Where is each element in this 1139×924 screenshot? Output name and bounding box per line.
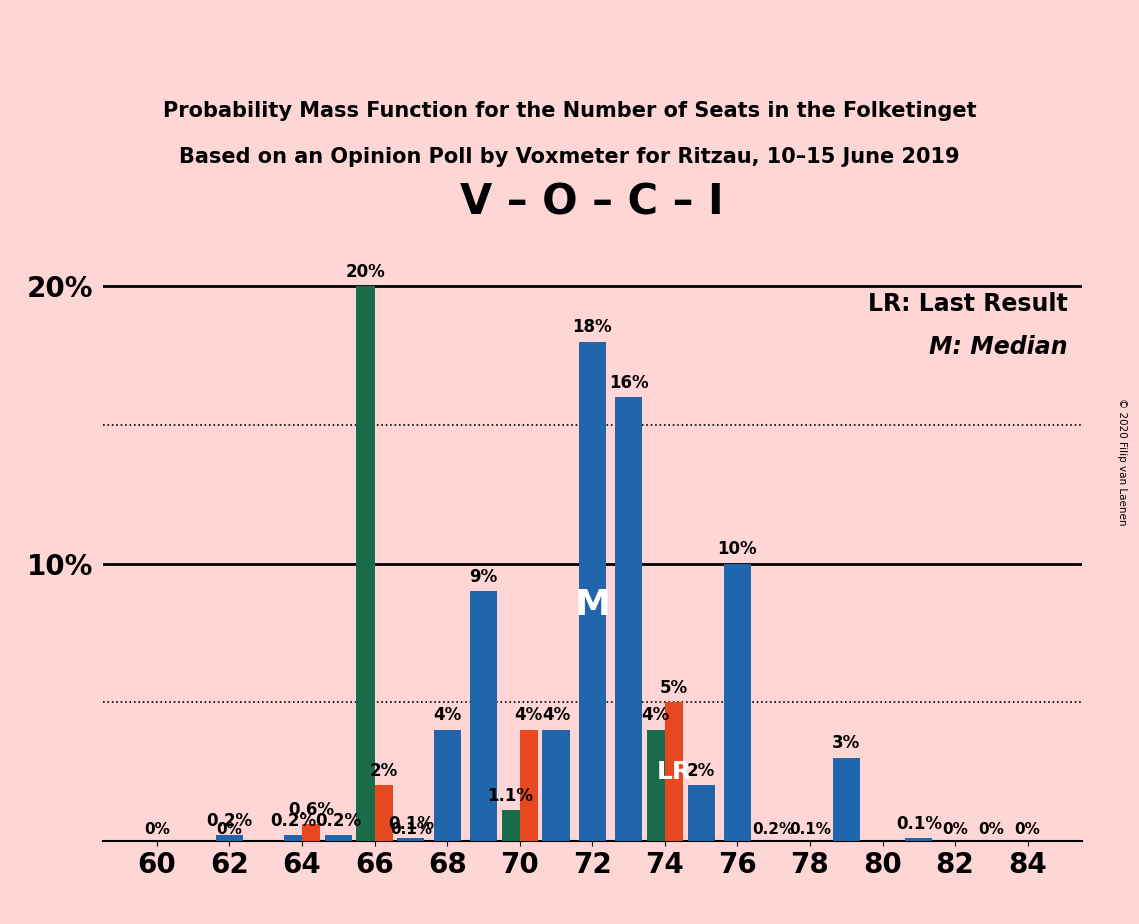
Text: 0.2%: 0.2% <box>753 821 795 837</box>
Bar <box>325 835 352 841</box>
Text: M: M <box>574 589 611 622</box>
Text: 3%: 3% <box>833 735 860 752</box>
Text: 4%: 4% <box>542 707 571 724</box>
Bar <box>375 785 393 841</box>
Bar <box>357 286 375 841</box>
Text: 4%: 4% <box>515 707 543 724</box>
Bar <box>398 838 425 841</box>
Text: 0.2%: 0.2% <box>206 812 253 830</box>
Bar <box>688 785 714 841</box>
Text: 0.1%: 0.1% <box>895 815 942 833</box>
Bar <box>501 810 519 841</box>
Text: 2%: 2% <box>687 762 715 780</box>
Text: 16%: 16% <box>608 374 648 392</box>
Bar <box>216 835 243 841</box>
Bar <box>519 730 538 841</box>
Bar <box>833 758 860 841</box>
Text: Probability Mass Function for the Number of Seats in the Folketinget: Probability Mass Function for the Number… <box>163 101 976 121</box>
Text: 0%: 0% <box>144 821 170 837</box>
Text: 0%: 0% <box>978 821 1005 837</box>
Bar <box>284 835 302 841</box>
Text: 0.1%: 0.1% <box>789 821 831 837</box>
Text: M: Median: M: Median <box>928 334 1067 359</box>
Text: 0.6%: 0.6% <box>288 801 334 819</box>
Text: LR: LR <box>656 760 691 784</box>
Text: LR: Last Result: LR: Last Result <box>868 292 1067 316</box>
Text: 0%: 0% <box>942 821 968 837</box>
Text: © 2020 Filip van Laenen: © 2020 Filip van Laenen <box>1117 398 1126 526</box>
Bar <box>434 730 461 841</box>
Bar <box>302 824 320 841</box>
Text: 4%: 4% <box>641 707 670 724</box>
Text: 0.2%: 0.2% <box>270 812 316 830</box>
Text: 0%: 0% <box>1015 821 1041 837</box>
Text: 0.1%: 0.1% <box>390 821 432 837</box>
Bar <box>469 591 497 841</box>
Text: 1.1%: 1.1% <box>487 787 534 805</box>
Text: 0.1%: 0.1% <box>388 815 434 833</box>
Text: 2%: 2% <box>369 762 398 780</box>
Bar <box>906 838 933 841</box>
Bar <box>723 564 751 841</box>
Text: 18%: 18% <box>573 319 612 336</box>
Bar <box>615 397 642 841</box>
Text: 10%: 10% <box>718 541 757 558</box>
Text: Based on an Opinion Poll by Voxmeter for Ritzau, 10–15 June 2019: Based on an Opinion Poll by Voxmeter for… <box>179 147 960 167</box>
Bar <box>542 730 570 841</box>
Text: 5%: 5% <box>659 679 688 697</box>
Title: V – O – C – I: V – O – C – I <box>460 181 724 224</box>
Bar <box>647 730 665 841</box>
Bar <box>665 702 683 841</box>
Bar <box>579 342 606 841</box>
Text: 0%: 0% <box>216 821 243 837</box>
Text: 20%: 20% <box>345 263 385 281</box>
Text: 9%: 9% <box>469 568 498 586</box>
Text: 0.2%: 0.2% <box>316 812 361 830</box>
Text: 4%: 4% <box>433 707 461 724</box>
